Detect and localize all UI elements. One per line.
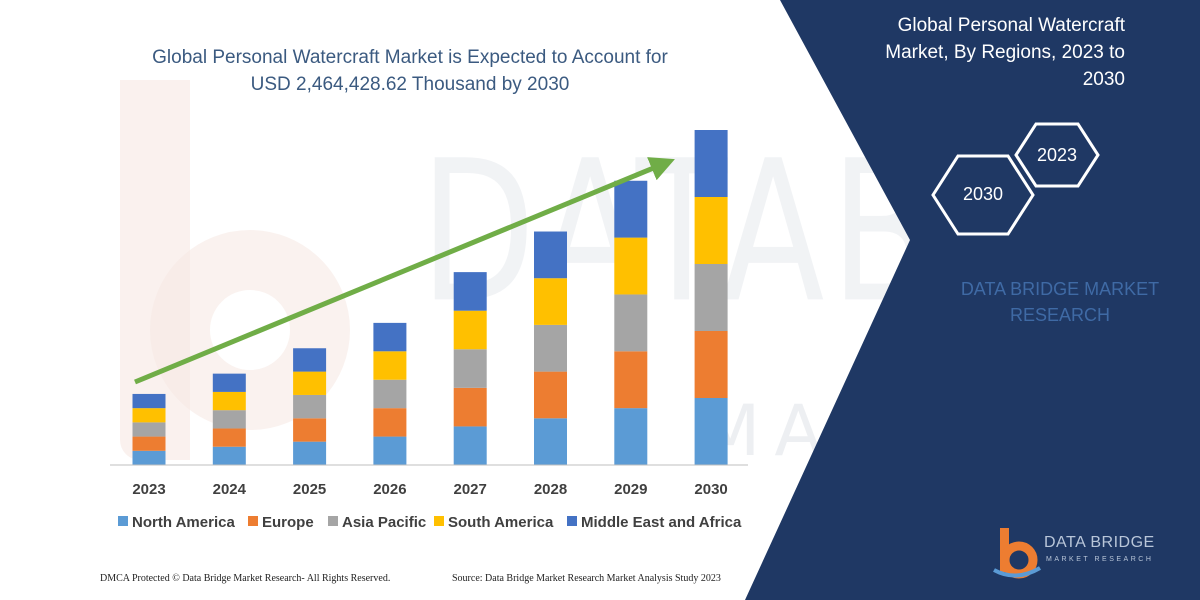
x-tick-label: 2025	[293, 481, 326, 498]
bar-2025-series-3	[293, 371, 327, 395]
x-tick-label: 2026	[373, 481, 406, 498]
legend-label: Middle East and Africa	[581, 514, 742, 531]
bar-2030-series-4	[694, 130, 728, 197]
x-tick-label: 2023	[132, 481, 165, 498]
hexagon-2030	[931, 154, 1035, 236]
side-title-line2: Market, By Regions, 2023 to	[885, 42, 1125, 63]
side-title-line3: 2030	[1082, 69, 1125, 90]
bar-2028-series-4	[534, 231, 567, 279]
bar-2024-series-3	[212, 391, 246, 411]
bar-2029-series-2	[614, 294, 648, 352]
bar-2023-series-1	[132, 436, 166, 451]
hex-label-2030: 2030	[962, 184, 1004, 204]
navy-panel-shape	[745, 0, 1200, 600]
bar-2025-series-0	[293, 441, 327, 465]
bar-2029-series-3	[614, 237, 648, 295]
bar-2024-series-1	[212, 428, 246, 447]
bar-2027-series-0	[453, 426, 487, 465]
legend-label: North America	[132, 514, 235, 531]
x-tick-label: 2028	[534, 481, 567, 498]
x-tick-label: 2027	[454, 481, 487, 498]
legend-label: Europe	[262, 514, 314, 531]
bar-2028-series-0	[534, 418, 567, 465]
bar-2029-series-0	[614, 408, 648, 465]
logo-bowl	[1000, 541, 1038, 579]
side-title-line1: Global Personal Watercraft	[897, 15, 1125, 36]
legend-swatch	[567, 516, 577, 526]
bar-2023-series-2	[132, 422, 166, 437]
bar-2026-series-3	[373, 351, 407, 380]
bar-2023-series-0	[132, 450, 166, 465]
chart-title: Global Personal Watercraft Market is Exp…	[110, 44, 710, 98]
bar-2025-series-2	[293, 394, 327, 419]
footer-source: Source: Data Bridge Market Research Mark…	[452, 573, 721, 584]
trend-arrow	[134, 157, 675, 385]
brand-line2: RESEARCH	[1009, 305, 1111, 325]
legend-label: South America	[448, 514, 554, 531]
legend-swatch	[434, 516, 444, 526]
bar-2027-series-2	[453, 349, 487, 388]
bar-2023-series-3	[132, 408, 166, 423]
bar-2024-series-2	[212, 410, 246, 429]
bar-2028-series-1	[534, 371, 567, 419]
hex-label-2023: 2023	[1036, 145, 1078, 165]
bar-2030-series-1	[694, 331, 728, 398]
logo-icon	[993, 528, 1042, 579]
bar-stacks	[132, 130, 728, 465]
bar-2026-series-1	[373, 408, 407, 437]
legend-swatch	[118, 516, 128, 526]
hexagon-2023	[1014, 122, 1100, 188]
x-tick-label: 2029	[614, 481, 647, 498]
bar-2024-series-0	[212, 446, 246, 465]
bar-2030-series-3	[694, 197, 728, 264]
brand-text: DATA BRIDGE MARKET RESEARCH	[940, 276, 1180, 328]
bar-2023-series-4	[132, 393, 166, 409]
bar-2026-series-4	[373, 322, 407, 352]
legend: North America Europe Asia Pacific South Ame…	[118, 514, 742, 531]
bar-2028-series-3	[534, 278, 567, 325]
logo-name: DATA BRIDGE	[1044, 534, 1155, 551]
bar-2028-series-2	[534, 324, 567, 372]
bar-2024-series-4	[212, 373, 246, 392]
bar-2027-series-1	[453, 387, 487, 427]
bar-2029-series-4	[614, 180, 648, 238]
x-tick-labels: 2023 2024 2025 2026 2027 2028 2029 2030	[132, 481, 727, 498]
bar-2030-series-2	[694, 264, 728, 331]
bar-2026-series-2	[373, 379, 407, 409]
legend-swatch	[328, 516, 338, 526]
legend-label: Asia Pacific	[342, 514, 426, 531]
bar-2025-series-4	[293, 348, 327, 372]
logo-tagline: MARKET RESEARCH	[1046, 556, 1154, 563]
legend-swatch	[248, 516, 258, 526]
brand-line1: DATA BRIDGE MARKET	[960, 279, 1160, 299]
bar-2029-series-1	[614, 351, 648, 409]
logo-swoosh	[993, 566, 1042, 578]
footer-copyright: DMCA Protected © Data Bridge Market Rese…	[100, 573, 391, 584]
bar-2027-series-3	[453, 310, 487, 350]
chart-title-line1: Global Personal Watercraft Market is Exp…	[152, 47, 668, 68]
bar-2027-series-4	[453, 272, 487, 311]
bar-2026-series-0	[373, 436, 407, 465]
x-tick-label: 2030	[694, 481, 727, 498]
chart-title-line2: USD 2,464,428.62 Thousand by 2030	[250, 74, 570, 95]
side-title: Global Personal Watercraft Market, By Re…	[850, 12, 1125, 93]
bar-2030-series-0	[694, 398, 728, 465]
x-tick-label: 2024	[213, 481, 247, 498]
bar-2025-series-1	[293, 418, 327, 442]
